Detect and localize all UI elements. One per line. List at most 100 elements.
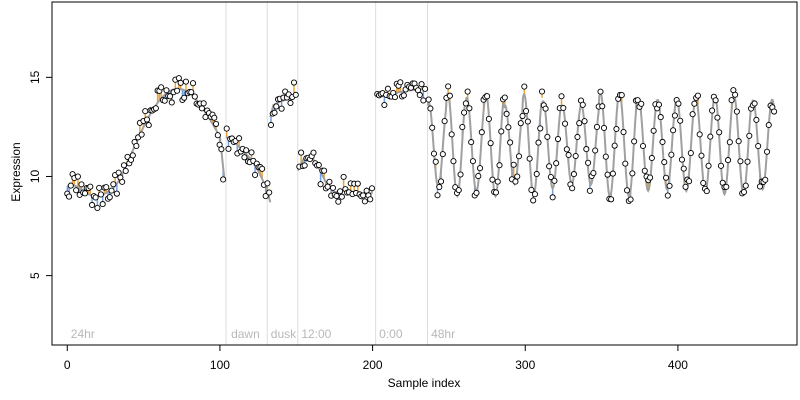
data-point: [113, 190, 120, 197]
data-point: [81, 190, 89, 197]
data-point: [434, 192, 441, 199]
data-point: [168, 99, 175, 106]
data-point: [161, 97, 168, 104]
y-tick-label: 5: [28, 272, 42, 279]
data-point: [367, 196, 374, 203]
data-point: [551, 177, 558, 184]
data-point: [457, 171, 464, 178]
data-point: [728, 97, 735, 104]
data-point: [698, 152, 705, 159]
data-point: [236, 135, 243, 142]
data-point: [418, 81, 425, 88]
data-point: [668, 151, 675, 158]
data-point: [592, 147, 599, 154]
data-point: [416, 91, 423, 99]
data-point: [572, 152, 579, 160]
data-point: [478, 129, 485, 136]
data-point: [420, 97, 427, 104]
data-point: [514, 173, 521, 180]
data-point: [87, 183, 94, 190]
annotation-label: 48hr: [431, 327, 455, 341]
data-point: [585, 159, 592, 166]
data-point: [96, 184, 103, 191]
data-point: [218, 146, 225, 153]
data-point: [158, 84, 165, 91]
data-point: [174, 87, 181, 94]
data-point: [122, 167, 129, 175]
data-point: [384, 85, 391, 92]
data-point: [298, 149, 305, 156]
data-point: [581, 118, 588, 125]
data-point: [530, 197, 537, 204]
data-point: [694, 92, 701, 99]
data-point: [166, 93, 174, 100]
data-point: [755, 143, 762, 150]
data-point: [602, 153, 609, 160]
data-point: [650, 127, 657, 134]
data-point: [537, 125, 544, 132]
data-point: [191, 93, 198, 100]
y-axis-label: Expression: [9, 142, 23, 201]
data-point: [521, 83, 528, 90]
data-point: [641, 167, 648, 174]
data-point: [317, 181, 324, 188]
data-point: [94, 204, 101, 211]
data-point: [600, 124, 608, 132]
data-point: [267, 121, 275, 129]
data-point: [546, 163, 553, 170]
data-point: [301, 162, 308, 169]
data-point: [524, 118, 531, 125]
data-point: [133, 142, 140, 149]
data-point: [427, 105, 434, 112]
data-point: [310, 149, 317, 156]
data-point: [67, 182, 74, 189]
data-point: [464, 88, 471, 95]
data-point: [593, 123, 600, 130]
data-point: [538, 88, 546, 95]
data-point: [360, 192, 367, 199]
data-point: [723, 183, 730, 190]
data-point: [438, 178, 445, 185]
data-point: [574, 133, 581, 141]
data-point: [489, 176, 496, 183]
y-tick-label: 15: [28, 70, 42, 84]
data-point: [671, 112, 678, 119]
data-point: [425, 96, 432, 103]
data-point: [507, 139, 514, 146]
data-point: [198, 105, 205, 112]
data-point: [763, 148, 771, 155]
x-tick-label: 400: [668, 358, 688, 372]
data-point: [678, 156, 686, 163]
data-point: [182, 78, 190, 85]
data-point: [200, 100, 207, 107]
data-point: [214, 132, 221, 139]
data-point: [553, 160, 560, 167]
data-point: [558, 93, 565, 100]
data-point: [700, 179, 707, 187]
data-point: [554, 135, 562, 143]
data-point: [664, 192, 671, 199]
data-point: [138, 131, 145, 138]
data-point: [570, 171, 577, 178]
data-point: [354, 180, 361, 187]
y-tick-label: 10: [28, 169, 42, 183]
data-point: [638, 100, 645, 107]
data-point: [691, 100, 698, 107]
data-point: [439, 151, 446, 158]
data-point: [724, 157, 732, 164]
data-point: [241, 154, 248, 161]
annotation-label: 12:00: [301, 327, 331, 341]
data-point: [65, 193, 73, 200]
data-point: [753, 116, 760, 123]
data-point: [487, 140, 494, 147]
data-point: [492, 189, 500, 196]
data-point: [448, 131, 455, 138]
data-point: [73, 187, 80, 194]
data-point: [129, 152, 136, 159]
annotation-labels: 24hr dawn dusk 12:00 0:00 48hr: [71, 327, 455, 341]
data-point: [523, 107, 530, 115]
data-point: [705, 162, 712, 169]
data-point: [590, 170, 597, 177]
data-point: [744, 158, 751, 165]
